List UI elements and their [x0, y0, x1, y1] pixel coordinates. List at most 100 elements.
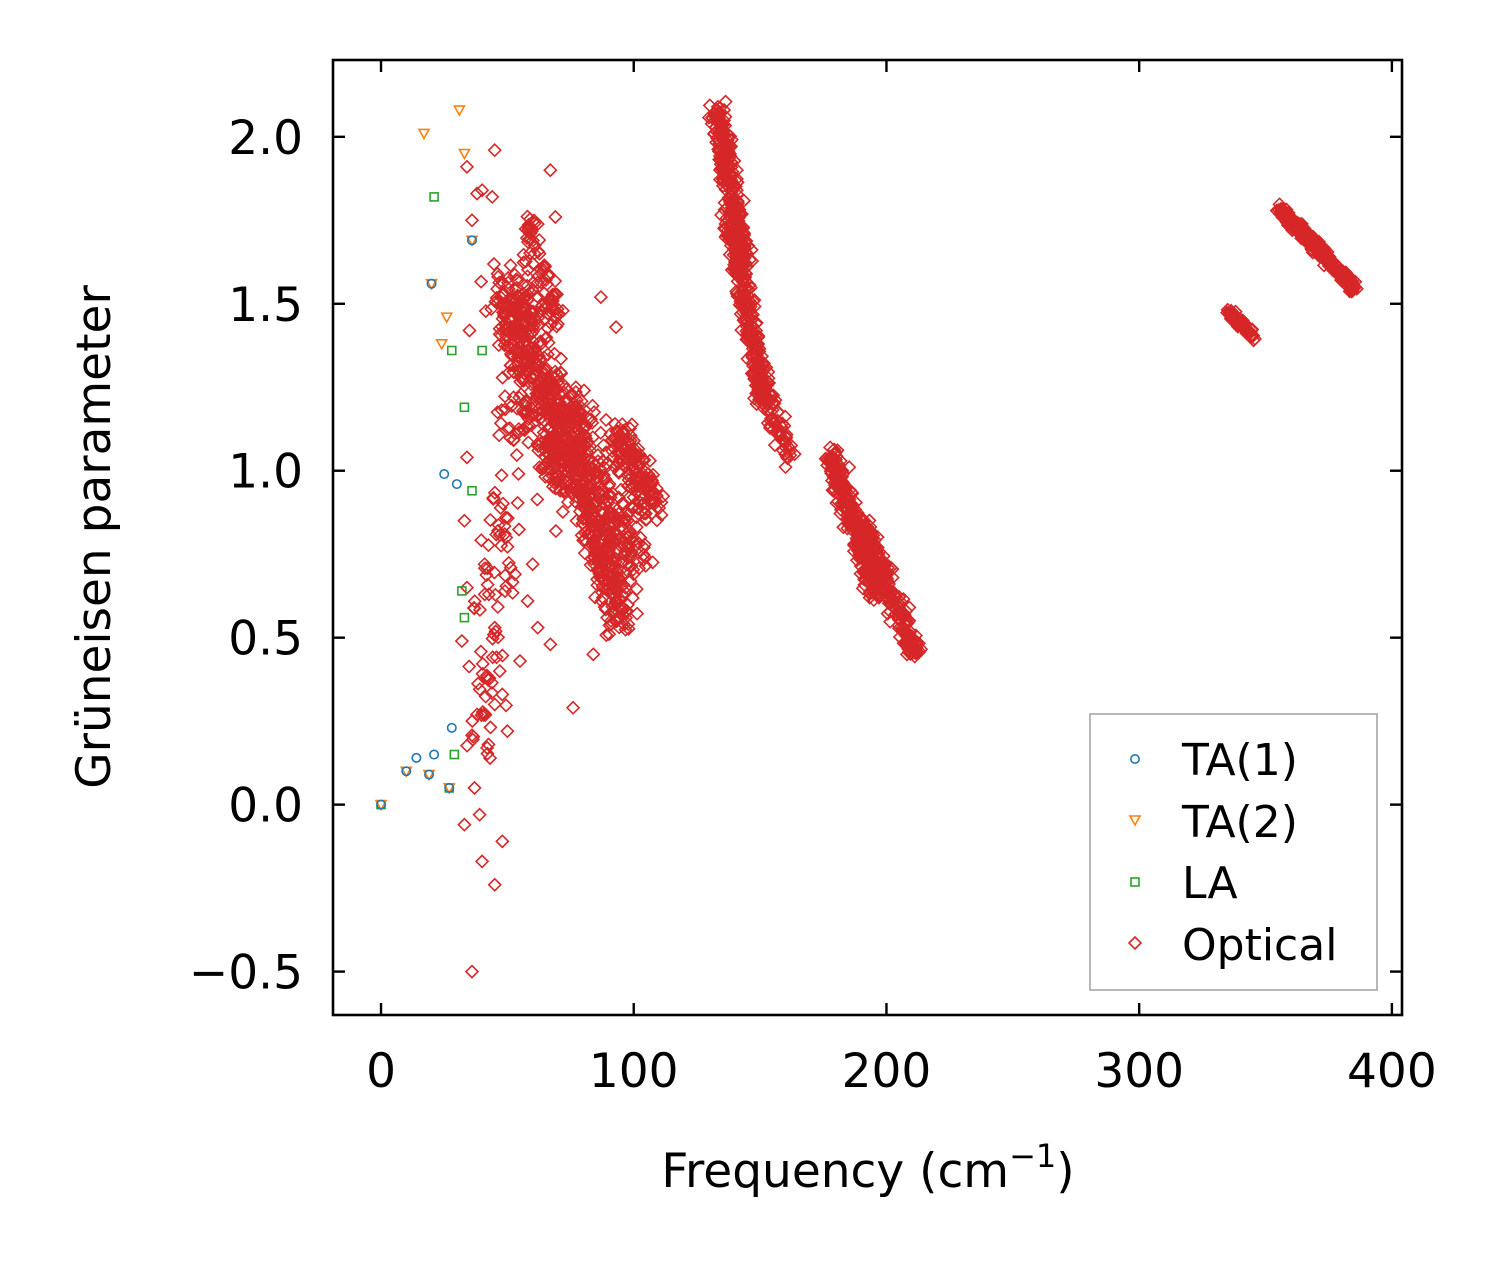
data-point [896, 591, 911, 607]
data-point [525, 557, 540, 572]
data-point [473, 644, 489, 659]
data-point [617, 584, 632, 599]
data-point [609, 576, 624, 591]
data-point [484, 685, 499, 701]
data-point [599, 537, 615, 553]
data-point [719, 211, 734, 226]
data-point [490, 266, 505, 281]
data-point [520, 307, 536, 322]
data-point [830, 443, 845, 458]
data-point [567, 399, 582, 414]
legend-label-ta1: TA(1) [1181, 735, 1298, 786]
data-point [544, 291, 560, 307]
data-point [481, 538, 496, 553]
data-point [620, 597, 635, 612]
data-point [869, 564, 884, 579]
data-point [772, 424, 788, 439]
data-point [732, 255, 748, 270]
data-point [458, 148, 471, 161]
data-point [517, 422, 532, 438]
data-point [459, 738, 475, 753]
data-point [716, 161, 731, 176]
data-point [440, 312, 454, 324]
data-point [1311, 248, 1327, 264]
data-point [483, 512, 498, 528]
data-point [521, 435, 536, 450]
data-point [575, 415, 591, 430]
data-point [622, 421, 638, 436]
data-point [651, 500, 667, 516]
data-point [490, 405, 505, 420]
data-point [728, 221, 743, 236]
data-point [564, 467, 579, 482]
data-point [760, 402, 776, 417]
data-point [499, 578, 514, 594]
data-point [761, 371, 776, 386]
y-tick-label: 1.0 [228, 445, 303, 500]
data-point [855, 511, 870, 526]
data-point [575, 516, 590, 531]
data-point [609, 595, 624, 611]
data-point [592, 566, 607, 582]
data-point [483, 720, 498, 735]
x-axis-label-main: Frequency (cm [661, 1144, 1009, 1199]
data-point [637, 452, 652, 468]
data-point [543, 462, 558, 477]
data-point [635, 452, 650, 468]
data-point [875, 572, 890, 588]
data-point [536, 413, 552, 428]
data-point [597, 505, 612, 520]
y-tick-label: 1.5 [228, 278, 303, 333]
data-point [464, 964, 480, 979]
data-point [611, 464, 626, 479]
data-point [552, 386, 567, 402]
data-point [590, 518, 605, 533]
y-axis-label: Grüneisen parameter [67, 285, 122, 789]
data-point [500, 511, 515, 526]
data-point [498, 698, 514, 713]
data-point [585, 398, 600, 413]
data-point [487, 485, 503, 500]
data-point [474, 533, 489, 548]
legend-label-ta2: TA(2) [1181, 797, 1298, 848]
data-point [1224, 308, 1239, 323]
data-point [606, 603, 621, 619]
data-point [602, 519, 617, 534]
data-point [720, 223, 735, 238]
data-point [904, 646, 920, 661]
data-point [504, 398, 519, 414]
data-point [459, 612, 470, 623]
data-point [499, 329, 514, 344]
data-point [510, 349, 525, 364]
data-point [480, 561, 495, 576]
data-point [907, 633, 923, 648]
data-point [1326, 263, 1341, 278]
data-point [760, 404, 775, 419]
data-point [495, 370, 510, 385]
data-point [883, 614, 898, 629]
data-point [740, 300, 756, 315]
data-point [602, 574, 617, 589]
data-point [485, 631, 500, 646]
data-point [521, 411, 536, 427]
data-point [506, 321, 521, 336]
data-point [477, 345, 487, 356]
data-point [622, 462, 637, 477]
data-point [480, 577, 495, 592]
legend-markers [1127, 753, 1143, 951]
data-point [506, 348, 522, 364]
data-point [1130, 877, 1140, 887]
x-axis-label-superscript: −1 [1009, 1137, 1056, 1175]
data-point [517, 354, 532, 370]
data-point [459, 402, 470, 413]
data-point [747, 371, 762, 386]
data-point [579, 418, 594, 433]
data-point [1279, 212, 1295, 228]
data-point [477, 557, 492, 572]
data-point [571, 456, 586, 471]
data-point [469, 186, 485, 201]
data-point [494, 402, 509, 418]
data-point [896, 636, 911, 651]
data-point [548, 523, 564, 539]
data-point [716, 221, 732, 236]
